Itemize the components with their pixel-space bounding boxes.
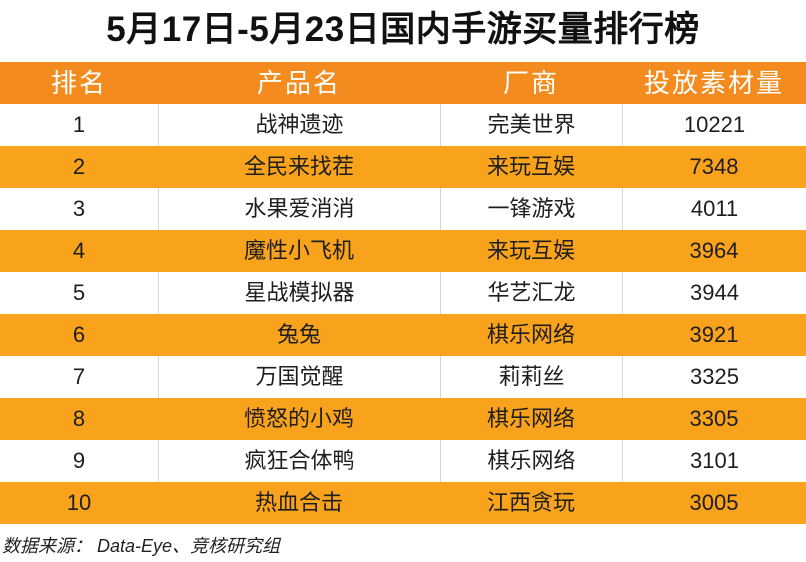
publisher-cell: 一锋游戏 — [440, 188, 622, 230]
creative-count-cell: 3921 — [689, 322, 739, 347]
product-name-cell: 战神遗迹 — [158, 104, 440, 146]
creative-count-cell: 3101 — [622, 440, 806, 482]
creative-count-cell: 10221 — [622, 104, 806, 146]
rank-cell: 10 — [66, 490, 92, 515]
creative-count-cell: 7348 — [689, 154, 739, 179]
rank-cell: 2 — [72, 154, 86, 179]
creative-count-cell: 3005 — [689, 490, 739, 515]
header-publisher: 厂商 — [502, 68, 559, 98]
table-row: 4 魔性小飞机 来玩互娱 3964 — [0, 230, 806, 272]
page-title: 5月17日-5月23日国内手游买量排行榜 — [106, 10, 700, 49]
product-name-cell: 疯狂合体鸭 — [158, 440, 440, 482]
rank-cell: 3 — [72, 196, 86, 221]
table-row: 10 热血合击 江西贪玩 3005 — [0, 482, 806, 524]
publisher-cell: 华艺汇龙 — [440, 272, 622, 314]
ranking-table: 排名 产品名 厂商 投放素材量 1 战神遗迹 完美世界 10221 2 全民来找茬 来玩互娱… — [0, 62, 806, 524]
publisher-cell: 江西贪玩 — [486, 490, 575, 515]
product-name-cell: 星战模拟器 — [158, 272, 440, 314]
product-name-cell: 兔兔 — [276, 322, 321, 347]
header-creative-count: 投放素材量 — [643, 68, 784, 98]
table-row: 9 疯狂合体鸭 棋乐网络 3101 — [0, 440, 806, 482]
creative-count-cell: 3944 — [622, 272, 806, 314]
header-product-name: 产品名 — [256, 68, 341, 98]
table-row: 8 愤怒的小鸡 棋乐网络 3305 — [0, 398, 806, 440]
publisher-cell: 来玩互娱 — [486, 154, 575, 179]
creative-count-cell: 3325 — [622, 356, 806, 398]
table-row: 1 战神遗迹 完美世界 10221 — [0, 104, 806, 146]
data-source-note: 数据来源： Data-Eye、竞核研究组 — [2, 536, 281, 556]
rank-cell: 8 — [72, 406, 86, 431]
publisher-cell: 来玩互娱 — [486, 238, 575, 263]
publisher-cell: 棋乐网络 — [486, 322, 575, 347]
table-header-row: 排名 产品名 厂商 投放素材量 — [0, 62, 806, 104]
product-name-cell: 魔性小飞机 — [243, 238, 354, 263]
rank-cell: 7 — [72, 364, 86, 389]
rank-cell: 6 — [72, 322, 86, 347]
header-rank: 排名 — [50, 68, 107, 98]
publisher-cell: 棋乐网络 — [440, 440, 622, 482]
table-row: 3 水果爱消消 一锋游戏 4011 — [0, 188, 806, 230]
publisher-cell: 莉莉丝 — [440, 356, 622, 398]
table-row: 2 全民来找茬 来玩互娱 7348 — [0, 146, 806, 188]
product-name-cell: 全民来找茬 — [243, 154, 354, 179]
rank-cell: 1 — [72, 112, 86, 137]
product-name-cell: 热血合击 — [254, 490, 343, 515]
creative-count-cell: 3305 — [689, 406, 739, 431]
product-name-cell: 水果爱消消 — [158, 188, 440, 230]
publisher-cell: 完美世界 — [440, 104, 622, 146]
rank-cell: 9 — [72, 448, 86, 473]
creative-count-cell: 4011 — [622, 188, 806, 230]
table-row: 6 兔兔 棋乐网络 3921 — [0, 314, 806, 356]
rank-cell: 5 — [72, 280, 86, 305]
product-name-cell: 万国觉醒 — [158, 356, 440, 398]
publisher-cell: 棋乐网络 — [486, 406, 575, 431]
product-name-cell: 愤怒的小鸡 — [243, 406, 354, 431]
rank-cell: 4 — [72, 238, 86, 263]
table-body: 1 战神遗迹 完美世界 10221 2 全民来找茬 来玩互娱 7348 3 水果爱消消 一锋游戏 40… — [0, 104, 806, 524]
table-row: 5 星战模拟器 华艺汇龙 3944 — [0, 272, 806, 314]
creative-count-cell: 3964 — [689, 238, 739, 263]
table-row: 7 万国觉醒 莉莉丝 3325 — [0, 356, 806, 398]
